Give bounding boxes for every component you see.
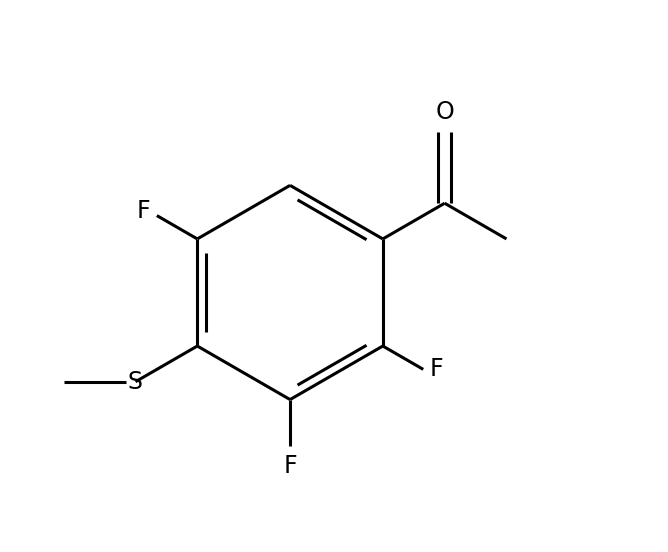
Text: F: F bbox=[137, 199, 150, 223]
Text: F: F bbox=[430, 357, 444, 381]
Text: F: F bbox=[283, 454, 297, 479]
Text: O: O bbox=[436, 99, 454, 124]
Text: S: S bbox=[128, 370, 143, 394]
